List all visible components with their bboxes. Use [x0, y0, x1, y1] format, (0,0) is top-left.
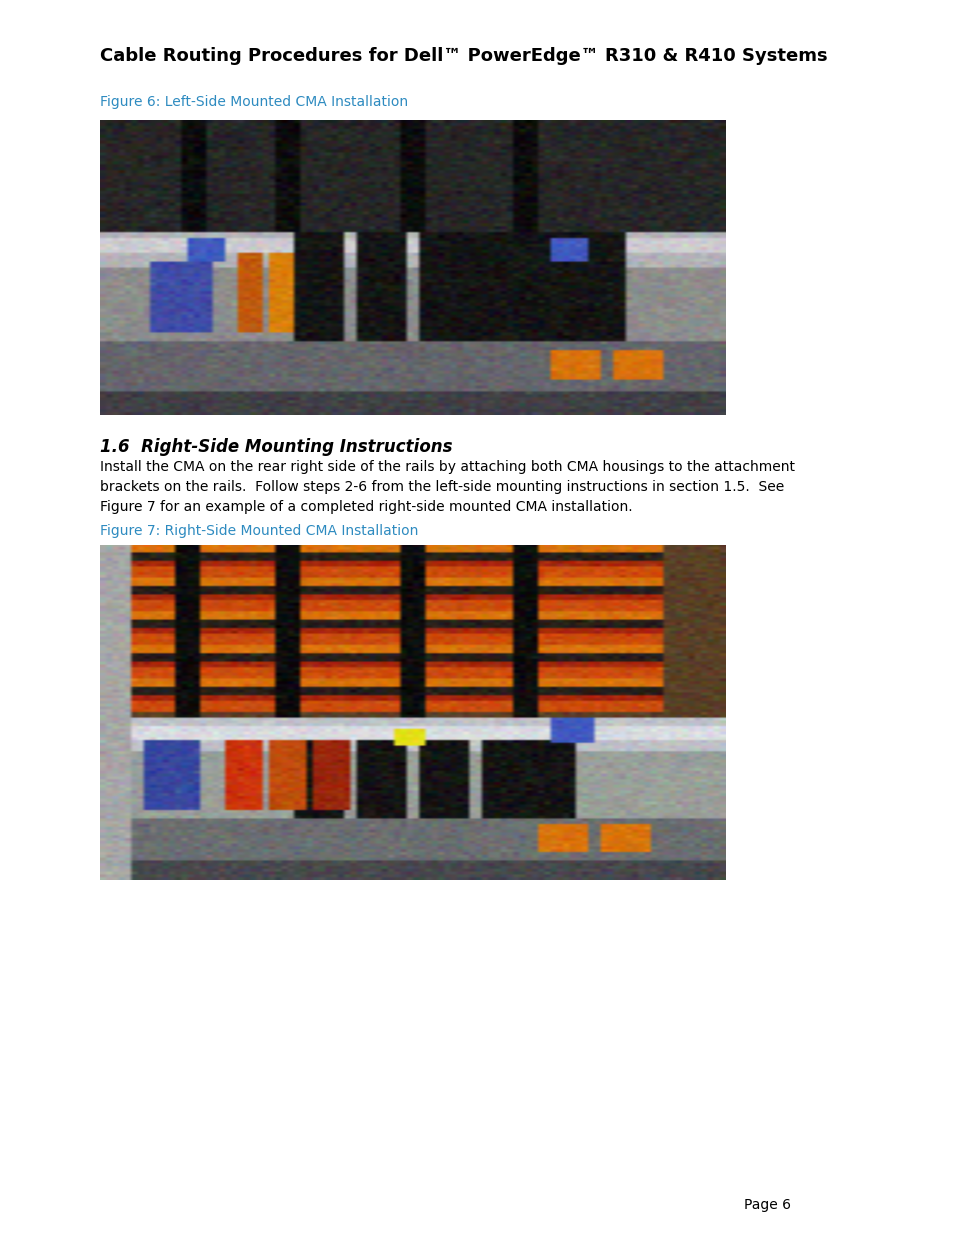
Text: Install the CMA on the rear right side of the rails by attaching both CMA housin: Install the CMA on the rear right side o…	[100, 459, 794, 474]
Text: 1.6  Right-Side Mounting Instructions: 1.6 Right-Side Mounting Instructions	[100, 438, 452, 456]
Text: Figure 6: Left-Side Mounted CMA Installation: Figure 6: Left-Side Mounted CMA Installa…	[100, 95, 408, 109]
Text: Figure 7: Right-Side Mounted CMA Installation: Figure 7: Right-Side Mounted CMA Install…	[100, 524, 418, 538]
Text: brackets on the rails.  Follow steps 2-6 from the left-side mounting instruction: brackets on the rails. Follow steps 2-6 …	[100, 480, 783, 494]
Text: Figure 7 for an example of a completed right-side mounted CMA installation.: Figure 7 for an example of a completed r…	[100, 500, 632, 514]
Text: Page 6: Page 6	[743, 1198, 790, 1212]
Text: Cable Routing Procedures for Dell™ PowerEdge™ R310 & R410 Systems: Cable Routing Procedures for Dell™ Power…	[100, 47, 827, 65]
